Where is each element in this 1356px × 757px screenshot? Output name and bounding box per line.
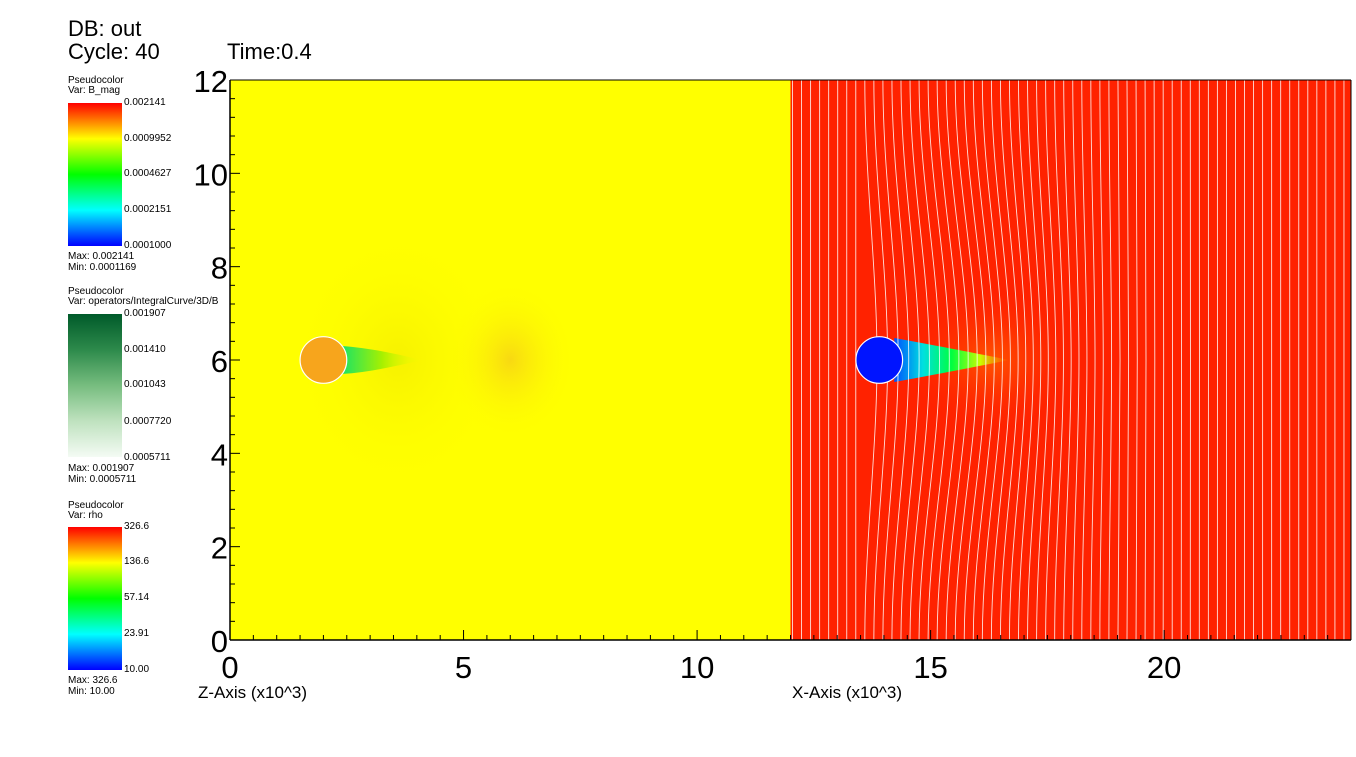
y-tick-label: 12 xyxy=(194,64,228,99)
y-tick-label: 6 xyxy=(211,344,228,379)
legend-min: Min: 0.0001169 xyxy=(68,262,137,273)
streamline xyxy=(900,80,920,640)
streamline xyxy=(1009,80,1027,640)
x-tick-label: 10 xyxy=(680,650,714,685)
right-obstacle xyxy=(855,336,904,384)
obstacles xyxy=(299,336,904,384)
db-label: DB: out xyxy=(68,16,142,41)
streamline xyxy=(1126,80,1130,640)
streamline xyxy=(1036,80,1049,640)
legend-max: Max: 0.001907 xyxy=(68,463,135,474)
legend-tick: 136.6 xyxy=(124,556,150,567)
x-axis-title-right: X-Axis (x10^3) xyxy=(792,683,903,702)
x-tick-label: 15 xyxy=(913,650,947,685)
streamline xyxy=(954,80,978,640)
legend-max: Max: 0.002141 xyxy=(68,251,135,262)
legend-colorbar xyxy=(68,314,122,457)
streamline xyxy=(1108,80,1113,640)
legend-tick: 10.00 xyxy=(124,664,150,675)
streamline xyxy=(963,80,987,640)
legend-tick: 0.0009952 xyxy=(124,133,172,144)
x-tick-label: 20 xyxy=(1147,650,1181,685)
streamline xyxy=(1162,80,1165,640)
left-wake xyxy=(341,346,424,374)
legend-tick: 0.0007720 xyxy=(124,416,172,427)
x-tick-label: 0 xyxy=(221,650,238,685)
y-tick-label: 8 xyxy=(211,251,228,286)
axes: 0 5 10 15 20 0 2 4 6 8 10 12 xyxy=(194,64,1352,685)
legend-tick: 57.14 xyxy=(124,592,150,603)
time-label: Time:0.4 xyxy=(227,39,312,64)
legend-colorbar xyxy=(68,103,122,246)
y-tick-label: 10 xyxy=(194,157,228,192)
legend-plot-type: Pseudocolor xyxy=(68,286,124,297)
legend-min: Min: 10.00 xyxy=(68,686,115,697)
streamline xyxy=(936,80,960,640)
streamline xyxy=(1045,80,1057,640)
y-tick-label: 2 xyxy=(211,531,228,566)
x-tick-label: 5 xyxy=(455,650,472,685)
cycle-label: Cycle: 40 xyxy=(68,39,160,64)
x-axis-title-left: Z-Axis (x10^3) xyxy=(198,683,308,702)
legend-max: Max: 326.6 xyxy=(68,675,118,686)
streamline xyxy=(1054,80,1064,640)
streamline xyxy=(1027,80,1042,640)
streamline xyxy=(999,80,1019,640)
legend-var-label: Var: B_mag xyxy=(68,85,121,96)
streamline xyxy=(1135,80,1138,640)
streamline xyxy=(990,80,1011,640)
streamline xyxy=(1144,80,1147,640)
legend-tick: 0.0001000 xyxy=(124,240,172,251)
legend-tick: 0.001043 xyxy=(124,379,166,390)
streamline xyxy=(891,80,910,640)
legend-tick: 0.002141 xyxy=(124,97,166,108)
legend-var-label: Var: operators/IntegralCurve/3D/B xyxy=(68,296,219,307)
y-tick-label: 0 xyxy=(211,624,228,659)
legend-tick: 326.6 xyxy=(124,521,150,532)
streamline xyxy=(927,80,950,640)
left-obstacle xyxy=(299,336,348,384)
legend-tick: 0.0004627 xyxy=(124,168,172,179)
y-tick-label: 4 xyxy=(211,437,228,472)
streamline xyxy=(1090,80,1096,640)
streamline xyxy=(918,80,940,640)
legend-tick: 0.001410 xyxy=(124,344,166,355)
streamline xyxy=(1099,80,1104,640)
streamline xyxy=(981,80,1003,640)
streamline xyxy=(1153,80,1156,640)
legend-plot-type: Pseudocolor xyxy=(68,500,124,511)
legend-tick: 0.0005711 xyxy=(124,452,171,463)
streamline xyxy=(1063,80,1072,640)
streamline xyxy=(1081,80,1088,640)
streamline xyxy=(909,80,930,640)
streamline xyxy=(1018,80,1034,640)
left-density-blob xyxy=(444,280,576,440)
legend-tick: 23.91 xyxy=(124,628,150,639)
legend-tick: 0.0002151 xyxy=(124,204,172,215)
right-wake xyxy=(894,338,1010,382)
legend-plot-type: Pseudocolor xyxy=(68,75,124,86)
legend-var-label: Var: rho xyxy=(68,510,103,521)
streamline xyxy=(945,80,969,640)
streamline xyxy=(1072,80,1080,640)
field-features xyxy=(290,229,1081,491)
legend-tick: 0.001907 xyxy=(124,308,166,319)
streamline xyxy=(1117,80,1121,640)
legend-min: Min: 0.0005711 xyxy=(68,474,137,485)
streamline xyxy=(972,80,995,640)
legend-colorbar xyxy=(68,527,122,670)
